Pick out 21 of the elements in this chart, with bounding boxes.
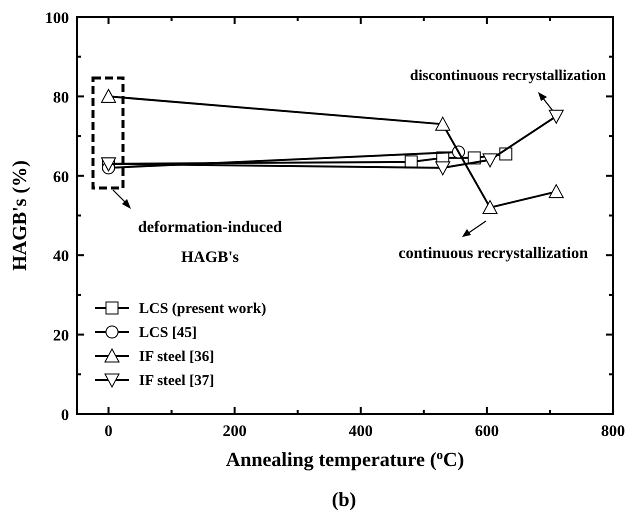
x-tick-label: 800 <box>601 423 625 440</box>
y-axis-title: HAGB's (%) <box>9 160 31 271</box>
annotation: deformation-induced HAGB's <box>138 219 282 266</box>
legend-label: IF steel [37] <box>139 373 214 389</box>
x-tick-label: 0 <box>104 423 113 440</box>
y-tick-label: 80 <box>53 89 69 106</box>
x-axis-title: Annealing temperature ($^{o}$C) <box>226 446 464 471</box>
x-tick-label: 600 <box>474 423 499 440</box>
y-tick-label: 40 <box>53 248 69 266</box>
legend-label: IF steel [36] <box>139 349 214 365</box>
legend-label: LCS [45] <box>139 325 197 341</box>
annotation: continuous recrystallization <box>398 245 588 262</box>
y-tick-label: 0 <box>61 407 69 424</box>
x-tick-label: 400 <box>348 423 373 440</box>
text: (b) <box>332 489 356 511</box>
legend-label: LCS (present work) <box>139 301 266 317</box>
y-tick-label: 100 <box>45 10 69 27</box>
annotation: discontinuous recrystallization <box>410 68 607 84</box>
y-tick-label: 20 <box>53 328 69 345</box>
y-tick-label: 60 <box>53 168 69 186</box>
x-tick-label: 200 <box>222 423 247 440</box>
